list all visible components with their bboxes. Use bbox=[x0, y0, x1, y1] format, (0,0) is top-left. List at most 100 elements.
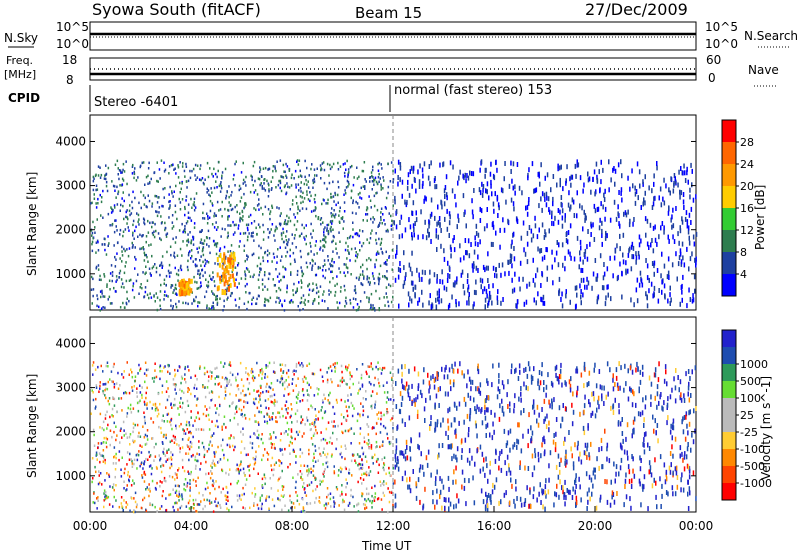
power-echo-mark bbox=[455, 299, 457, 304]
power-echo-mark bbox=[198, 301, 201, 304]
velocity-echo-mark bbox=[104, 382, 107, 386]
power-echo-mark bbox=[289, 248, 291, 252]
velocity-echo-mark bbox=[318, 496, 321, 499]
velocity-echo-mark bbox=[350, 494, 352, 497]
power-echo-mark bbox=[322, 249, 324, 252]
velocity-echo-mark bbox=[351, 474, 353, 477]
velocity-echo-mark bbox=[221, 428, 223, 431]
power-echo-mark bbox=[202, 242, 205, 245]
power-echo-mark bbox=[264, 285, 266, 288]
power-echo-mark bbox=[151, 225, 153, 229]
power-echo-mark bbox=[127, 217, 129, 221]
velocity-echo-mark bbox=[219, 506, 222, 509]
power-echo-mark bbox=[122, 191, 124, 194]
velocity-echo-mark bbox=[302, 485, 304, 489]
velocity-echo-mark bbox=[189, 494, 191, 498]
velocity-echo-mark bbox=[475, 386, 477, 392]
power-echo-mark bbox=[185, 222, 188, 225]
power-ytick-label: 4000 bbox=[55, 134, 86, 148]
power-echo-mark bbox=[185, 165, 188, 168]
power-echo-mark bbox=[313, 177, 315, 181]
power-echo-mark bbox=[110, 211, 113, 214]
velocity-echo-mark bbox=[172, 383, 175, 386]
velocity-echo-mark bbox=[306, 389, 308, 392]
power-echo-mark bbox=[253, 273, 255, 277]
power-echo-mark bbox=[169, 200, 171, 203]
power-echo-mark bbox=[627, 209, 629, 215]
power-echo-mark bbox=[692, 297, 695, 303]
velocity-echo-mark bbox=[188, 458, 190, 462]
velocity-echo-mark bbox=[519, 465, 521, 470]
power-echo-mark bbox=[184, 207, 186, 211]
velocity-echo-mark bbox=[99, 412, 102, 416]
velocity-echo-mark bbox=[618, 361, 620, 367]
power-echo-mark bbox=[212, 175, 214, 178]
power-echo-mark bbox=[281, 237, 283, 241]
velocity-echo-mark bbox=[204, 505, 206, 508]
power-echo-mark bbox=[360, 282, 362, 285]
power-echo-mark bbox=[147, 231, 150, 234]
power-echo-mark bbox=[289, 208, 291, 211]
velocity-echo-mark bbox=[391, 367, 394, 371]
velocity-echo-mark bbox=[346, 409, 348, 413]
velocity-echo-mark bbox=[184, 367, 186, 371]
velocity-echo-mark bbox=[235, 407, 237, 410]
velocity-echo-mark bbox=[194, 455, 197, 458]
velocity-echo-mark bbox=[314, 488, 317, 491]
velocity-echo-mark bbox=[157, 408, 159, 412]
power-echo-mark bbox=[328, 293, 330, 296]
power-echo-mark bbox=[242, 232, 245, 235]
power-echo-mark bbox=[148, 296, 150, 300]
power-echo-mark bbox=[609, 255, 611, 261]
power-echo-mark bbox=[189, 231, 191, 234]
power-echo-mark bbox=[562, 186, 564, 192]
velocity-echo-mark bbox=[299, 470, 302, 473]
power-echo-mark bbox=[372, 180, 375, 183]
power-echo-mark bbox=[219, 190, 222, 193]
velocity-echo-mark bbox=[237, 467, 239, 471]
power-echo-mark bbox=[423, 198, 425, 204]
nsky-panel-frame bbox=[89, 21, 697, 51]
velocity-echo-mark bbox=[618, 403, 620, 409]
power-echo-mark bbox=[206, 187, 208, 190]
velocity-echo-mark bbox=[350, 488, 352, 492]
velocity-echo-mark bbox=[261, 370, 263, 373]
velocity-echo-mark bbox=[282, 488, 284, 491]
power-echo-mark bbox=[692, 234, 695, 240]
power-echo-mark bbox=[151, 231, 154, 235]
power-echo-mark bbox=[207, 285, 209, 289]
velocity-echo-mark bbox=[308, 362, 311, 366]
velocity-echo-mark bbox=[214, 382, 216, 386]
velocity-echo-mark bbox=[401, 364, 403, 370]
velocity-echo-mark bbox=[185, 423, 188, 427]
power-echo-mark bbox=[430, 211, 433, 217]
velocity-echo-mark bbox=[194, 395, 196, 398]
power-echo-mark bbox=[344, 189, 346, 192]
power-echo-mark bbox=[119, 233, 121, 236]
power-echo-mark bbox=[392, 181, 394, 184]
velocity-echo-mark bbox=[375, 432, 377, 436]
velocity-echo-mark bbox=[92, 373, 94, 376]
power-echo-mark bbox=[137, 213, 140, 217]
velocity-echo-mark bbox=[172, 488, 174, 491]
power-echo-mark bbox=[224, 278, 227, 284]
velocity-echo-mark bbox=[131, 462, 134, 465]
power-echo-mark bbox=[312, 302, 314, 305]
velocity-echo-mark bbox=[377, 417, 380, 420]
power-echo-mark bbox=[346, 179, 349, 183]
power-echo-mark bbox=[368, 296, 370, 300]
velocity-echo-mark bbox=[195, 464, 197, 468]
power-echo-mark bbox=[330, 196, 333, 199]
velocity-echo-mark bbox=[266, 375, 269, 379]
power-echo-mark bbox=[331, 165, 333, 169]
power-echo-mark bbox=[247, 235, 249, 239]
power-echo-mark bbox=[157, 232, 160, 235]
velocity-echo-mark bbox=[280, 494, 283, 497]
velocity-echo-mark bbox=[490, 499, 492, 505]
power-echo-mark bbox=[408, 262, 411, 268]
power-echo-mark bbox=[638, 254, 640, 260]
power-echo-mark bbox=[122, 168, 124, 172]
power-echo-mark bbox=[659, 186, 662, 192]
power-echo-mark bbox=[142, 246, 144, 249]
velocity-echo-mark bbox=[380, 411, 382, 415]
